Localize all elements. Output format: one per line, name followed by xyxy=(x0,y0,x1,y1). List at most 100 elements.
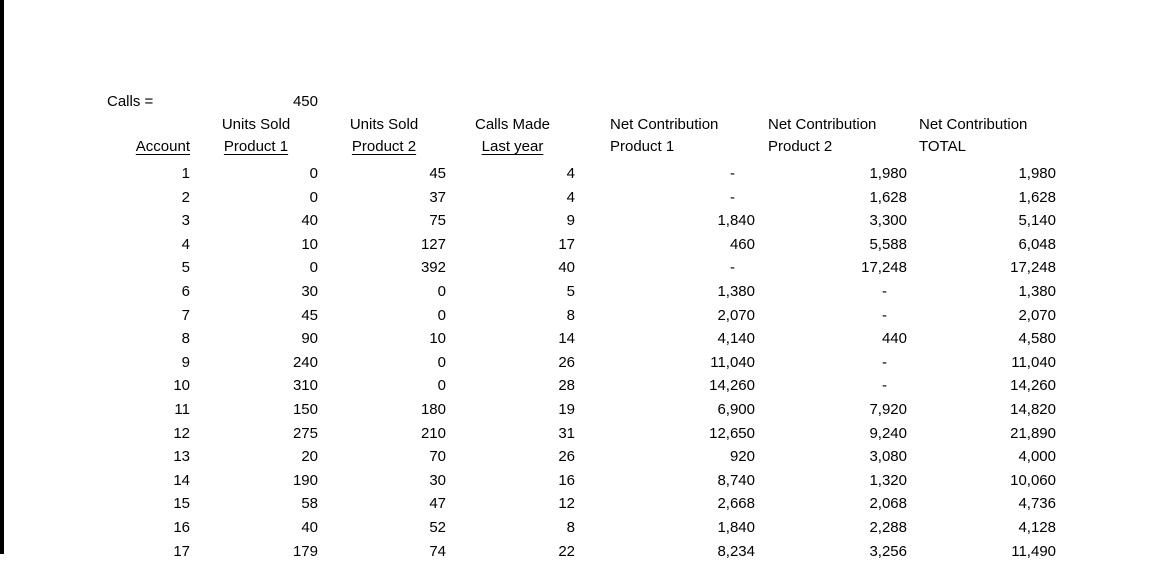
table-cell[interactable]: 26 xyxy=(448,351,577,375)
table-cell[interactable]: 30 xyxy=(192,280,320,304)
table-cell[interactable]: 17 xyxy=(448,233,577,257)
table-cell[interactable]: 1,380 xyxy=(909,280,1058,304)
calls-value-cell[interactable]: 450 xyxy=(192,90,320,113)
calls-label-cell[interactable]: Calls = xyxy=(95,90,192,113)
table-cell[interactable]: 7 xyxy=(95,304,192,328)
table-cell[interactable]: 11,490 xyxy=(909,540,1058,563)
table-cell[interactable]: 392 xyxy=(320,256,448,280)
table-cell[interactable]: 15 xyxy=(95,492,192,516)
table-cell[interactable]: 40 xyxy=(192,516,320,540)
header-product-1[interactable]: Product 1 xyxy=(192,136,320,162)
table-cell[interactable]: 26 xyxy=(448,445,577,469)
table-cell[interactable]: 45 xyxy=(192,304,320,328)
table-cell[interactable]: 1,980 xyxy=(909,162,1058,186)
table-cell[interactable]: - xyxy=(757,351,909,375)
table-cell[interactable]: 4,128 xyxy=(909,516,1058,540)
table-cell[interactable]: 0 xyxy=(320,304,448,328)
table-cell[interactable]: 1,628 xyxy=(757,186,909,210)
table-cell[interactable]: 16 xyxy=(448,469,577,493)
table-cell[interactable]: 4 xyxy=(95,233,192,257)
table-cell[interactable]: 1,980 xyxy=(757,162,909,186)
table-cell[interactable]: 440 xyxy=(757,327,909,351)
table-cell[interactable]: 1,840 xyxy=(577,516,757,540)
header-nc-product-2[interactable]: Product 2 xyxy=(757,136,909,162)
header-net-contribution-total[interactable]: Net Contribution xyxy=(909,113,1058,136)
table-cell[interactable]: 8 xyxy=(448,516,577,540)
table-cell[interactable]: 0 xyxy=(320,374,448,398)
table-cell[interactable]: 17,248 xyxy=(757,256,909,280)
header-nc-product-1[interactable]: Product 1 xyxy=(577,136,757,162)
table-cell[interactable]: 30 xyxy=(320,469,448,493)
table-cell[interactable]: 12 xyxy=(95,422,192,446)
table-cell[interactable]: 150 xyxy=(192,398,320,422)
table-cell[interactable]: 37 xyxy=(320,186,448,210)
table-cell[interactable]: 0 xyxy=(320,351,448,375)
table-cell[interactable]: 12 xyxy=(448,492,577,516)
table-cell[interactable]: 14 xyxy=(95,469,192,493)
table-cell[interactable]: 6 xyxy=(95,280,192,304)
table-cell[interactable]: 11 xyxy=(95,398,192,422)
table-cell[interactable]: 8 xyxy=(448,304,577,328)
table-cell[interactable]: - xyxy=(757,280,909,304)
table-cell[interactable]: 3,080 xyxy=(757,445,909,469)
table-cell[interactable]: 17 xyxy=(95,540,192,563)
table-cell[interactable]: 2,068 xyxy=(757,492,909,516)
header-units-sold-1[interactable]: Units Sold xyxy=(192,113,320,136)
header-product-2[interactable]: Product 2 xyxy=(320,136,448,162)
table-cell[interactable]: 0 xyxy=(192,162,320,186)
table-cell[interactable]: 1,380 xyxy=(577,280,757,304)
table-cell[interactable]: 40 xyxy=(448,256,577,280)
table-cell[interactable]: 90 xyxy=(192,327,320,351)
table-cell[interactable]: 47 xyxy=(320,492,448,516)
table-cell[interactable]: 2,668 xyxy=(577,492,757,516)
table-cell[interactable]: 10,060 xyxy=(909,469,1058,493)
table-cell[interactable]: 460 xyxy=(577,233,757,257)
table-cell[interactable]: 1 xyxy=(95,162,192,186)
table-cell[interactable]: 10 xyxy=(192,233,320,257)
table-cell[interactable]: 9,240 xyxy=(757,422,909,446)
table-cell[interactable]: 58 xyxy=(192,492,320,516)
table-cell[interactable]: 1,628 xyxy=(909,186,1058,210)
table-cell[interactable]: 9 xyxy=(448,209,577,233)
table-cell[interactable]: 70 xyxy=(320,445,448,469)
table-cell[interactable]: 2,288 xyxy=(757,516,909,540)
table-cell[interactable]: 20 xyxy=(192,445,320,469)
table-cell[interactable]: 3,300 xyxy=(757,209,909,233)
table-cell[interactable]: - xyxy=(757,374,909,398)
table-cell[interactable]: 180 xyxy=(320,398,448,422)
table-cell[interactable]: 22 xyxy=(448,540,577,563)
table-cell[interactable]: 75 xyxy=(320,209,448,233)
table-cell[interactable]: 12,650 xyxy=(577,422,757,446)
table-cell[interactable]: 9 xyxy=(95,351,192,375)
table-cell[interactable]: 275 xyxy=(192,422,320,446)
table-cell[interactable]: 4 xyxy=(448,162,577,186)
table-cell[interactable]: 2 xyxy=(95,186,192,210)
table-cell[interactable]: 8,234 xyxy=(577,540,757,563)
table-cell[interactable]: 4,736 xyxy=(909,492,1058,516)
table-cell[interactable]: 0 xyxy=(320,280,448,304)
table-cell[interactable]: 190 xyxy=(192,469,320,493)
table-cell[interactable]: 31 xyxy=(448,422,577,446)
table-cell[interactable]: 4,140 xyxy=(577,327,757,351)
table-cell[interactable]: - xyxy=(577,162,757,186)
table-cell[interactable]: 920 xyxy=(577,445,757,469)
table-cell[interactable]: 8 xyxy=(95,327,192,351)
table-cell[interactable]: 74 xyxy=(320,540,448,563)
table-cell[interactable]: 21,890 xyxy=(909,422,1058,446)
table-cell[interactable]: 3 xyxy=(95,209,192,233)
header-calls-made[interactable]: Calls Made xyxy=(448,113,577,136)
table-cell[interactable]: 127 xyxy=(320,233,448,257)
header-account[interactable]: Account xyxy=(95,136,192,162)
table-cell[interactable]: 10 xyxy=(95,374,192,398)
table-cell[interactable]: 310 xyxy=(192,374,320,398)
table-cell[interactable]: 3,256 xyxy=(757,540,909,563)
header-net-contribution-2[interactable]: Net Contribution xyxy=(757,113,909,136)
table-cell[interactable]: 16 xyxy=(95,516,192,540)
header-units-sold-2[interactable]: Units Sold xyxy=(320,113,448,136)
table-cell[interactable]: 8,740 xyxy=(577,469,757,493)
table-cell[interactable]: 5,588 xyxy=(757,233,909,257)
table-cell[interactable]: 179 xyxy=(192,540,320,563)
header-total[interactable]: TOTAL xyxy=(909,136,1058,162)
table-cell[interactable]: 28 xyxy=(448,374,577,398)
table-cell[interactable]: 40 xyxy=(192,209,320,233)
